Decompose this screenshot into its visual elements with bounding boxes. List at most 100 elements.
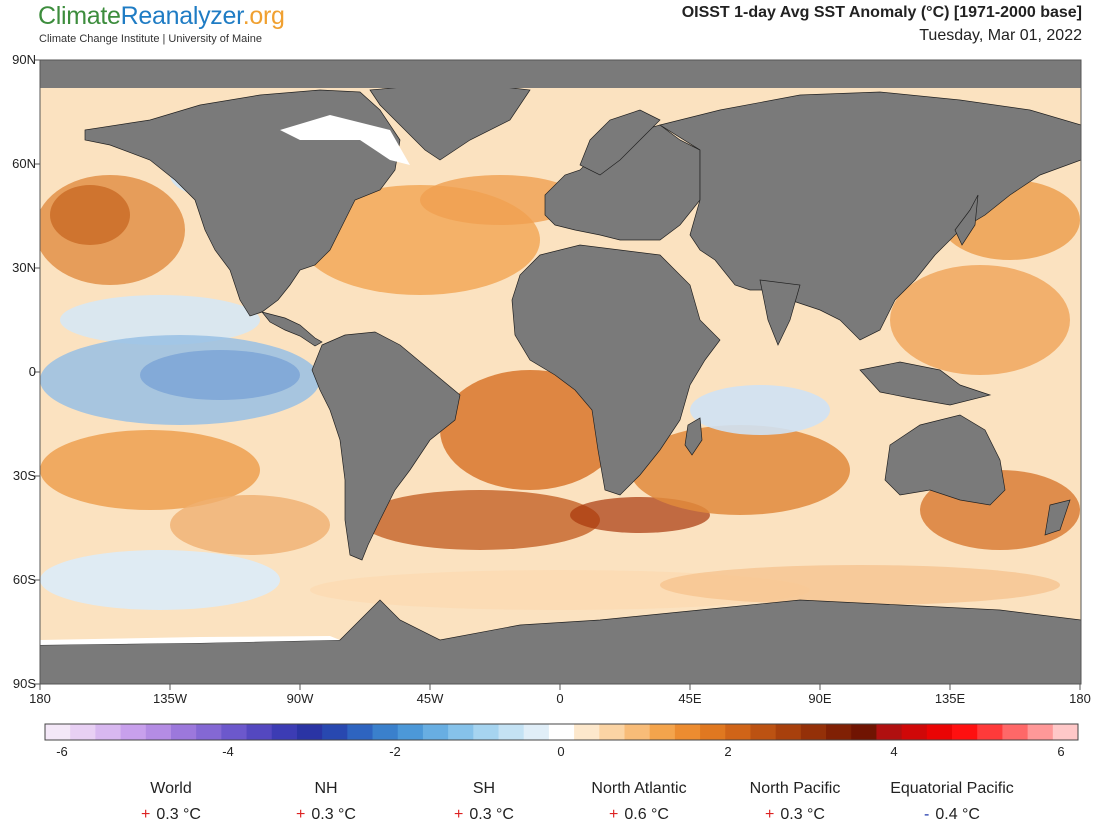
colorbar-tick-label: -4: [222, 744, 234, 759]
colorbar-cell: [700, 724, 726, 740]
land-asia: [659, 91, 1081, 341]
stat-equatorial-pacific: Equatorial Pacific -0.4 °C: [862, 780, 1042, 824]
colorbar-cell: [826, 724, 852, 740]
colorbar-cell: [473, 724, 500, 740]
colorbar-cell: [45, 724, 71, 740]
colorbar-cell: [548, 724, 575, 740]
stat-value: 0.3 °C: [780, 806, 825, 823]
land-north-america: [84, 89, 401, 317]
stat-label: Equatorial Pacific: [890, 780, 1014, 797]
institution-subtitle: Climate Change Institute | University of…: [39, 33, 262, 45]
land-antarctica: [40, 599, 1081, 684]
land-madagascar: [684, 417, 703, 456]
stat-north-atlantic: North Atlantic +0.6 °C: [549, 780, 729, 824]
colorbar-cell: [95, 724, 122, 740]
logo-text-reanalyzer: Reanalyzer: [120, 2, 243, 30]
colorbar-cell: [649, 724, 676, 740]
map-title: OISST 1-day Avg SST Anomaly (°C) [1971-2…: [681, 4, 1082, 21]
sea-ice-antarctic: [40, 636, 340, 645]
lon-label-180e: 180: [1069, 691, 1091, 706]
stat-sign: +: [141, 806, 151, 823]
lon-label-45e: 45E: [678, 691, 702, 706]
stat-value: 0.4 °C: [935, 806, 980, 823]
colorbar-cell: [120, 724, 147, 740]
land-scandinavia: [579, 109, 661, 176]
site-logo[interactable]: ClimateReanalyzer.org: [38, 2, 285, 31]
stat-sign: +: [454, 806, 464, 823]
land-japan: [954, 194, 979, 246]
colorbar-cell: [599, 724, 625, 740]
stat-value: 0.3 °C: [469, 806, 514, 823]
lon-label-45w: 45W: [416, 691, 444, 706]
stat-sign: +: [765, 806, 775, 823]
colorbar-tick-label: -6: [56, 744, 68, 759]
colorbar-tick-label: 0: [557, 744, 565, 759]
stat-label: SH: [472, 780, 496, 797]
anomaly-field: [40, 150, 1080, 610]
colorbar-cells: [45, 724, 1079, 740]
colorbar-cell: [1027, 724, 1054, 740]
colorbar-cell: [498, 724, 525, 740]
lat-label-60s: 60S: [12, 572, 36, 587]
colorbar-cell: [397, 724, 424, 740]
lat-label-30s: 30S: [12, 468, 36, 483]
stat-world: World +0.3 °C: [81, 780, 261, 824]
stat-label: North Atlantic: [591, 780, 687, 797]
colorbar-cell: [221, 724, 248, 740]
colorbar-cell: [1002, 724, 1029, 740]
colorbar-cell: [448, 724, 474, 740]
land-central-america: [261, 311, 323, 347]
colorbar-tick-label: 2: [724, 744, 732, 759]
colorbar-cell: [145, 724, 172, 740]
colorbar-cell: [170, 724, 197, 740]
land-india: [759, 279, 801, 346]
axis-ticks: [34, 59, 1081, 690]
colorbar-cell: [1052, 724, 1079, 740]
lon-label-0: 0: [556, 691, 564, 706]
colorbar-tick-label: 6: [1057, 744, 1065, 759]
arctic-ocean-top: [40, 60, 1081, 88]
logo-text-org: .org: [242, 2, 285, 30]
stat-sign: +: [609, 806, 619, 823]
land-new-zealand: [1044, 499, 1071, 536]
colorbar-cell: [952, 724, 978, 740]
colorbar-cell: [70, 724, 96, 740]
colorbar-cell: [322, 724, 348, 740]
colorbar-cell: [800, 724, 827, 740]
colorbar-cell: [750, 724, 777, 740]
stat-nh: NH +0.3 °C: [236, 780, 416, 824]
colorbar-cell: [574, 724, 600, 740]
colorbar-cell: [422, 724, 449, 740]
colorbar-cell: [725, 724, 751, 740]
sst-anomaly-map: [34, 59, 1082, 690]
stat-north-pacific: North Pacific +0.3 °C: [705, 780, 885, 824]
colorbar-cell: [196, 724, 222, 740]
colorbar-cell: [851, 724, 877, 740]
land-africa: [511, 244, 721, 496]
logo-text-climate: Climate: [38, 2, 121, 30]
lon-label-135w: 135W: [153, 691, 187, 706]
stat-sign: +: [296, 806, 306, 823]
land-australia: [884, 414, 1006, 506]
map-date: Tuesday, Mar 01, 2022: [919, 27, 1082, 44]
stat-value: 0.3 °C: [311, 806, 356, 823]
colorbar-cell: [624, 724, 651, 740]
lon-label-180w: 180: [29, 691, 51, 706]
stat-value: 0.3 °C: [156, 806, 201, 823]
colorbar-cell: [372, 724, 399, 740]
lat-label-90n: 90N: [12, 52, 36, 67]
lat-label-60n: 60N: [12, 156, 36, 171]
stat-sh: SH +0.3 °C: [394, 780, 574, 824]
colorbar-cell: [876, 724, 903, 740]
stat-sign: -: [924, 806, 930, 823]
colorbar-cell: [775, 724, 802, 740]
colorbar-cell: [926, 724, 953, 740]
colorbar: [44, 723, 1079, 741]
lon-label-90e: 90E: [808, 691, 832, 706]
colorbar-cell: [901, 724, 928, 740]
lon-label-135e: 135E: [934, 691, 966, 706]
stat-label: North Pacific: [749, 780, 841, 797]
land-maritime-asia: [859, 361, 992, 406]
lat-label-30n: 30N: [12, 260, 36, 275]
colorbar-cell: [271, 724, 298, 740]
